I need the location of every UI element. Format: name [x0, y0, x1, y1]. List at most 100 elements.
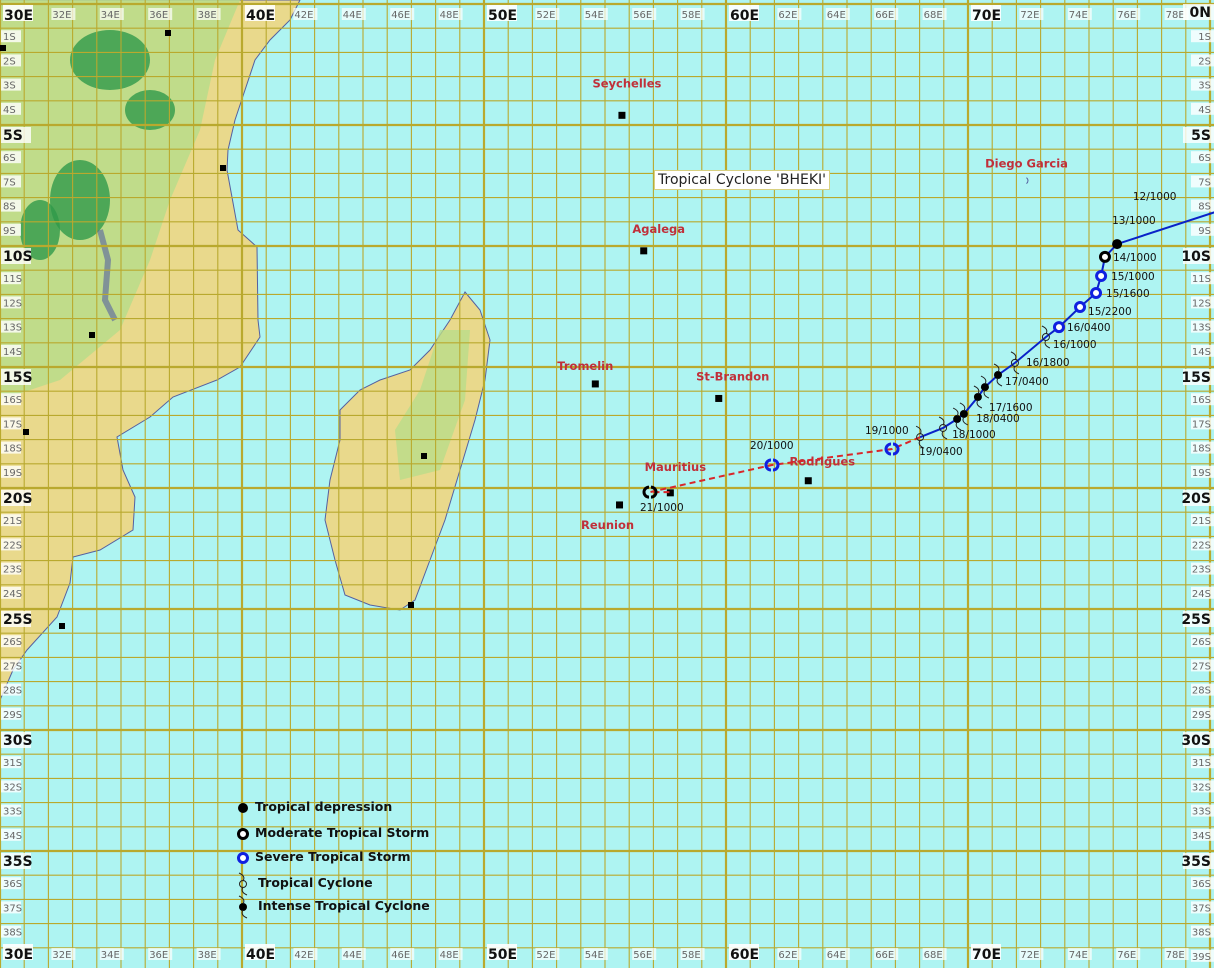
track-point-intense-tropical-cyclone	[959, 402, 969, 426]
legend-symbol-tropical-depression	[238, 803, 248, 813]
cyclone-swirl-icon	[1013, 365, 1020, 375]
label-background	[1191, 901, 1214, 914]
latitude-label-right: 26S	[1192, 637, 1211, 648]
longitude-label-top: 50E	[488, 8, 517, 24]
longitude-label-top: 54E	[585, 10, 604, 21]
track-point-severe-tropical-storm	[1052, 321, 1065, 334]
longitude-label-top: 56E	[633, 10, 652, 21]
legend-symbol-moderate-tropical-storm	[237, 828, 249, 840]
label-background	[1191, 417, 1214, 430]
cyclone-swirl-icon	[973, 385, 980, 395]
longitude-label-top: 66E	[875, 10, 894, 21]
cyclone-swirl-icon	[1010, 351, 1017, 361]
latitude-label-left: 33S	[3, 807, 22, 818]
longitude-label-top: 72E	[1020, 10, 1039, 21]
forest-area	[70, 30, 150, 90]
longitude-label-bottom: 52E	[536, 950, 555, 961]
station-marker	[408, 602, 414, 608]
label-background	[1, 296, 21, 309]
label-background	[245, 944, 275, 960]
track-point-label: 20/1000	[750, 440, 794, 452]
label-background	[1, 465, 21, 478]
track-point-label: 16/0400	[1067, 322, 1111, 334]
island-shape	[1026, 177, 1029, 185]
track-point-label: 15/1000	[1111, 271, 1155, 283]
ring-icon	[1052, 321, 1065, 334]
latitude-label-left: 5S	[3, 128, 23, 144]
label-background	[1, 756, 21, 769]
latitude-label-right: 14S	[1192, 347, 1211, 358]
label-background	[1, 659, 21, 672]
latitude-label-left: 38S	[3, 928, 22, 939]
latitude-label-right: 5S	[1191, 128, 1211, 144]
label-background	[1183, 490, 1214, 506]
forest-area	[50, 160, 110, 240]
longitude-label-top: 70E	[972, 8, 1001, 24]
latitude-label-left: 4S	[3, 105, 16, 116]
label-background	[1191, 586, 1214, 599]
longitude-label-bottom: 32E	[52, 950, 71, 961]
longitude-label-bottom: 78E	[1166, 950, 1185, 961]
track-point-severe-tropical-storm	[1090, 286, 1103, 299]
longitude-label-top: 52E	[536, 10, 555, 21]
longitude-label-top: 64E	[827, 10, 846, 21]
label-background	[1, 514, 21, 527]
longitude-label-top: 46E	[391, 10, 410, 21]
place-label-rodrigues: Rodrigues	[789, 455, 855, 469]
legend-symbol-severe-tropical-storm	[237, 852, 249, 864]
longitude-label-top: 30E	[4, 8, 33, 24]
label-background	[341, 948, 366, 960]
track-point-severe-tropical-storm-weakening	[764, 458, 780, 472]
station-marker	[804, 477, 812, 485]
filled-dot-icon	[238, 803, 248, 813]
label-background	[825, 8, 850, 20]
cyclone-swirl-icon	[983, 389, 990, 399]
longitude-label-bottom: 68E	[924, 950, 943, 961]
latitude-label-right: 34S	[1192, 831, 1211, 842]
label-background	[487, 944, 517, 960]
latitude-label-left: 35S	[3, 854, 33, 870]
label-background	[1191, 538, 1214, 551]
label-background	[1164, 948, 1189, 960]
label-background	[245, 5, 275, 21]
label-background	[390, 8, 415, 20]
label-background	[1191, 707, 1214, 720]
label-background	[99, 948, 124, 960]
track-point-severe-tropical-storm	[1074, 300, 1087, 313]
place-label-agalega: Agalega	[632, 222, 685, 236]
latitude-label-right: 8S	[1198, 202, 1211, 213]
label-background	[1, 586, 21, 599]
track-point-intense-tropical-cyclone	[980, 375, 990, 399]
cyclone-dot-icon	[973, 393, 982, 402]
latitude-label-right: 24S	[1192, 589, 1211, 600]
cyclone-dot-icon	[959, 409, 968, 418]
place-label-reunion: Reunion	[581, 518, 634, 532]
station-marker	[23, 429, 29, 435]
label-background	[1191, 199, 1214, 212]
track-point-severe-tropical-storm-weakening	[884, 442, 900, 456]
place-label-diego-garcia: Diego Garcia	[985, 157, 1068, 171]
latitude-label-right: 35S	[1181, 854, 1211, 870]
broken-ring-icon	[772, 458, 780, 472]
label-background	[1191, 756, 1214, 769]
longitude-label-bottom: 46E	[391, 950, 410, 961]
place-label-seychelles: Seychelles	[592, 76, 661, 90]
label-background	[632, 8, 657, 20]
longitude-label-top: 42E	[294, 10, 313, 21]
broken-ring-icon	[884, 442, 892, 456]
track-point-tropical-cyclone	[915, 425, 925, 449]
label-background	[1, 853, 31, 869]
latitude-label-right: 39S	[1192, 952, 1211, 963]
latitude-label-left: 31S	[3, 758, 22, 769]
track-point-label: 15/1600	[1106, 288, 1150, 300]
cyclone-dot-icon	[953, 415, 962, 424]
label-background	[1, 538, 21, 551]
label-background	[1, 490, 31, 506]
longitude-label-bottom: 48E	[440, 950, 459, 961]
cyclone-swirl-icon	[241, 886, 248, 896]
cyclone-swirl-icon	[993, 363, 1000, 373]
label-background	[1116, 8, 1141, 20]
latitude-label-left: 17S	[3, 419, 22, 430]
label-background	[148, 948, 173, 960]
